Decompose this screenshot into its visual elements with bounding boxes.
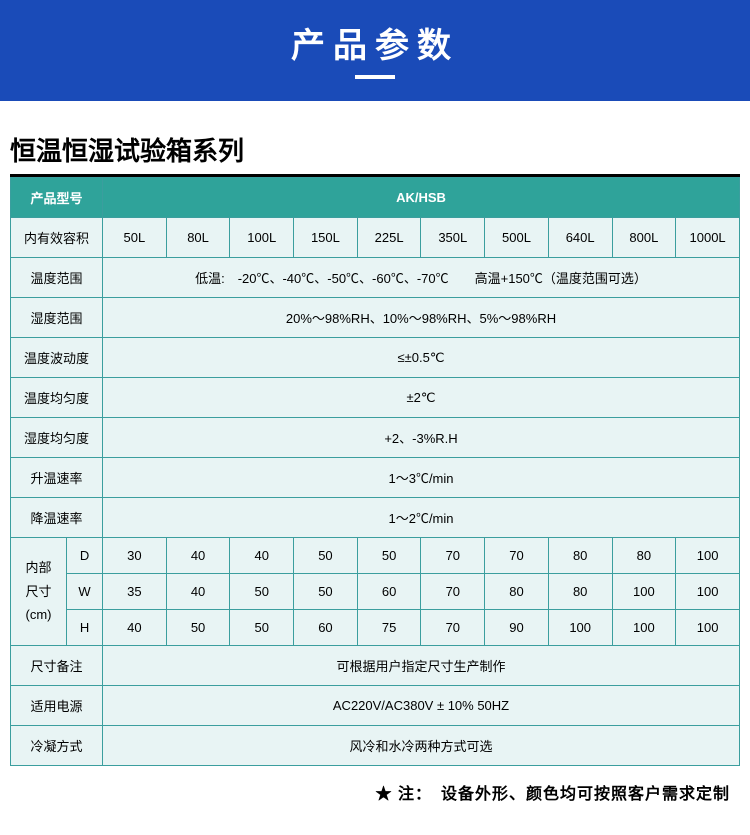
- temp-fluct-label: 温度波动度: [11, 338, 103, 378]
- temp-range-value: 低温: -20℃、-40℃、-50℃、-60℃、-70℃ 高温+150℃（温度范…: [103, 258, 740, 298]
- humidity-range-label: 湿度范围: [11, 298, 103, 338]
- dim-d-cell: 50: [294, 538, 358, 574]
- content-area: 恒温恒湿试验箱系列 产品型号 AK/HSB 内有效容积 50L 80L 100L…: [0, 101, 750, 834]
- cool-rate-value: 1～2℃/min: [103, 498, 740, 538]
- dim-d-cell: 30: [103, 538, 167, 574]
- dim-h-cell: 100: [548, 610, 612, 646]
- dim-h-cell: 90: [485, 610, 549, 646]
- dim-d-cell: 50: [357, 538, 421, 574]
- temp-unif-value: ±2℃: [103, 378, 740, 418]
- page-title: 产品参数: [0, 18, 750, 67]
- dim-d-row: 内部 尺寸 (cm) D 30 40 40 50 50 70 70 80 80 …: [11, 538, 740, 574]
- dim-h-cell: 100: [612, 610, 676, 646]
- power-value: AC220V/AC380V ± 10% 50HZ: [103, 686, 740, 726]
- volume-cell: 50L: [103, 218, 167, 258]
- cool-rate-row: 降温速率 1～2℃/min: [11, 498, 740, 538]
- dim-w-row: W 35 40 50 50 60 70 80 80 100 100: [11, 574, 740, 610]
- dim-d-cell: 80: [612, 538, 676, 574]
- heat-rate-value: 1～3℃/min: [103, 458, 740, 498]
- model-value: AK/HSB: [103, 178, 740, 218]
- size-note-value: 可根据用户指定尺寸生产制作: [103, 646, 740, 686]
- dim-h-label: H: [67, 610, 103, 646]
- inner-dim-label: 内部 尺寸 (cm): [11, 538, 67, 646]
- spec-table: 产品型号 AK/HSB 内有效容积 50L 80L 100L 150L 225L…: [10, 177, 740, 766]
- dim-h-cell: 60: [294, 610, 358, 646]
- dim-w-cell: 80: [548, 574, 612, 610]
- size-note-row: 尺寸备注 可根据用户指定尺寸生产制作: [11, 646, 740, 686]
- cooling-label: 冷凝方式: [11, 726, 103, 766]
- volume-cell: 500L: [485, 218, 549, 258]
- title-underline: [355, 75, 395, 79]
- section-subtitle: 恒温恒湿试验箱系列: [10, 131, 740, 177]
- dim-h-cell: 70: [421, 610, 485, 646]
- volume-cell: 225L: [357, 218, 421, 258]
- volume-cell: 800L: [612, 218, 676, 258]
- dim-w-cell: 100: [612, 574, 676, 610]
- humidity-unif-label: 湿度均匀度: [11, 418, 103, 458]
- dim-w-cell: 40: [166, 574, 230, 610]
- volume-cell: 80L: [166, 218, 230, 258]
- cooling-value: 风冷和水冷两种方式可选: [103, 726, 740, 766]
- dim-w-label: W: [67, 574, 103, 610]
- cooling-row: 冷凝方式 风冷和水冷两种方式可选: [11, 726, 740, 766]
- volume-cell: 1000L: [676, 218, 740, 258]
- cool-rate-label: 降温速率: [11, 498, 103, 538]
- dim-d-cell: 70: [421, 538, 485, 574]
- temp-range-row: 温度范围 低温: -20℃、-40℃、-50℃、-60℃、-70℃ 高温+150…: [11, 258, 740, 298]
- dim-h-row: H 40 50 50 60 75 70 90 100 100 100: [11, 610, 740, 646]
- humidity-range-value: 20%～98%RH、10%～98%RH、5%～98%RH: [103, 298, 740, 338]
- dim-d-cell: 40: [166, 538, 230, 574]
- heat-rate-label: 升温速率: [11, 458, 103, 498]
- dim-d-cell: 100: [676, 538, 740, 574]
- dim-w-cell: 100: [676, 574, 740, 610]
- dim-w-cell: 80: [485, 574, 549, 610]
- temp-unif-row: 温度均匀度 ±2℃: [11, 378, 740, 418]
- dim-h-cell: 40: [103, 610, 167, 646]
- heat-rate-row: 升温速率 1～3℃/min: [11, 458, 740, 498]
- size-note-label: 尺寸备注: [11, 646, 103, 686]
- temp-range-label: 温度范围: [11, 258, 103, 298]
- volume-row: 内有效容积 50L 80L 100L 150L 225L 350L 500L 6…: [11, 218, 740, 258]
- dim-w-cell: 50: [230, 574, 294, 610]
- model-header-row: 产品型号 AK/HSB: [11, 178, 740, 218]
- volume-label: 内有效容积: [11, 218, 103, 258]
- dim-w-cell: 60: [357, 574, 421, 610]
- dim-h-cell: 100: [676, 610, 740, 646]
- dim-w-cell: 35: [103, 574, 167, 610]
- volume-cell: 350L: [421, 218, 485, 258]
- humidity-range-row: 湿度范围 20%～98%RH、10%～98%RH、5%～98%RH: [11, 298, 740, 338]
- dim-d-cell: 70: [485, 538, 549, 574]
- dim-d-label: D: [67, 538, 103, 574]
- humidity-unif-value: +2、-3%R.H: [103, 418, 740, 458]
- humidity-unif-row: 湿度均匀度 +2、-3%R.H: [11, 418, 740, 458]
- dim-d-cell: 80: [548, 538, 612, 574]
- temp-fluct-row: 温度波动度 ≤±0.5℃: [11, 338, 740, 378]
- temp-unif-label: 温度均匀度: [11, 378, 103, 418]
- volume-cell: 100L: [230, 218, 294, 258]
- volume-cell: 150L: [294, 218, 358, 258]
- dim-h-cell: 75: [357, 610, 421, 646]
- temp-fluct-value: ≤±0.5℃: [103, 338, 740, 378]
- power-label: 适用电源: [11, 686, 103, 726]
- dim-w-cell: 70: [421, 574, 485, 610]
- model-label: 产品型号: [11, 178, 103, 218]
- power-row: 适用电源 AC220V/AC380V ± 10% 50HZ: [11, 686, 740, 726]
- dim-h-cell: 50: [166, 610, 230, 646]
- volume-cell: 640L: [548, 218, 612, 258]
- dim-h-cell: 50: [230, 610, 294, 646]
- page-header: 产品参数: [0, 0, 750, 101]
- footnote: ★ 注： 设备外形、颜色均可按照客户需求定制: [10, 766, 740, 824]
- dim-d-cell: 40: [230, 538, 294, 574]
- dim-w-cell: 50: [294, 574, 358, 610]
